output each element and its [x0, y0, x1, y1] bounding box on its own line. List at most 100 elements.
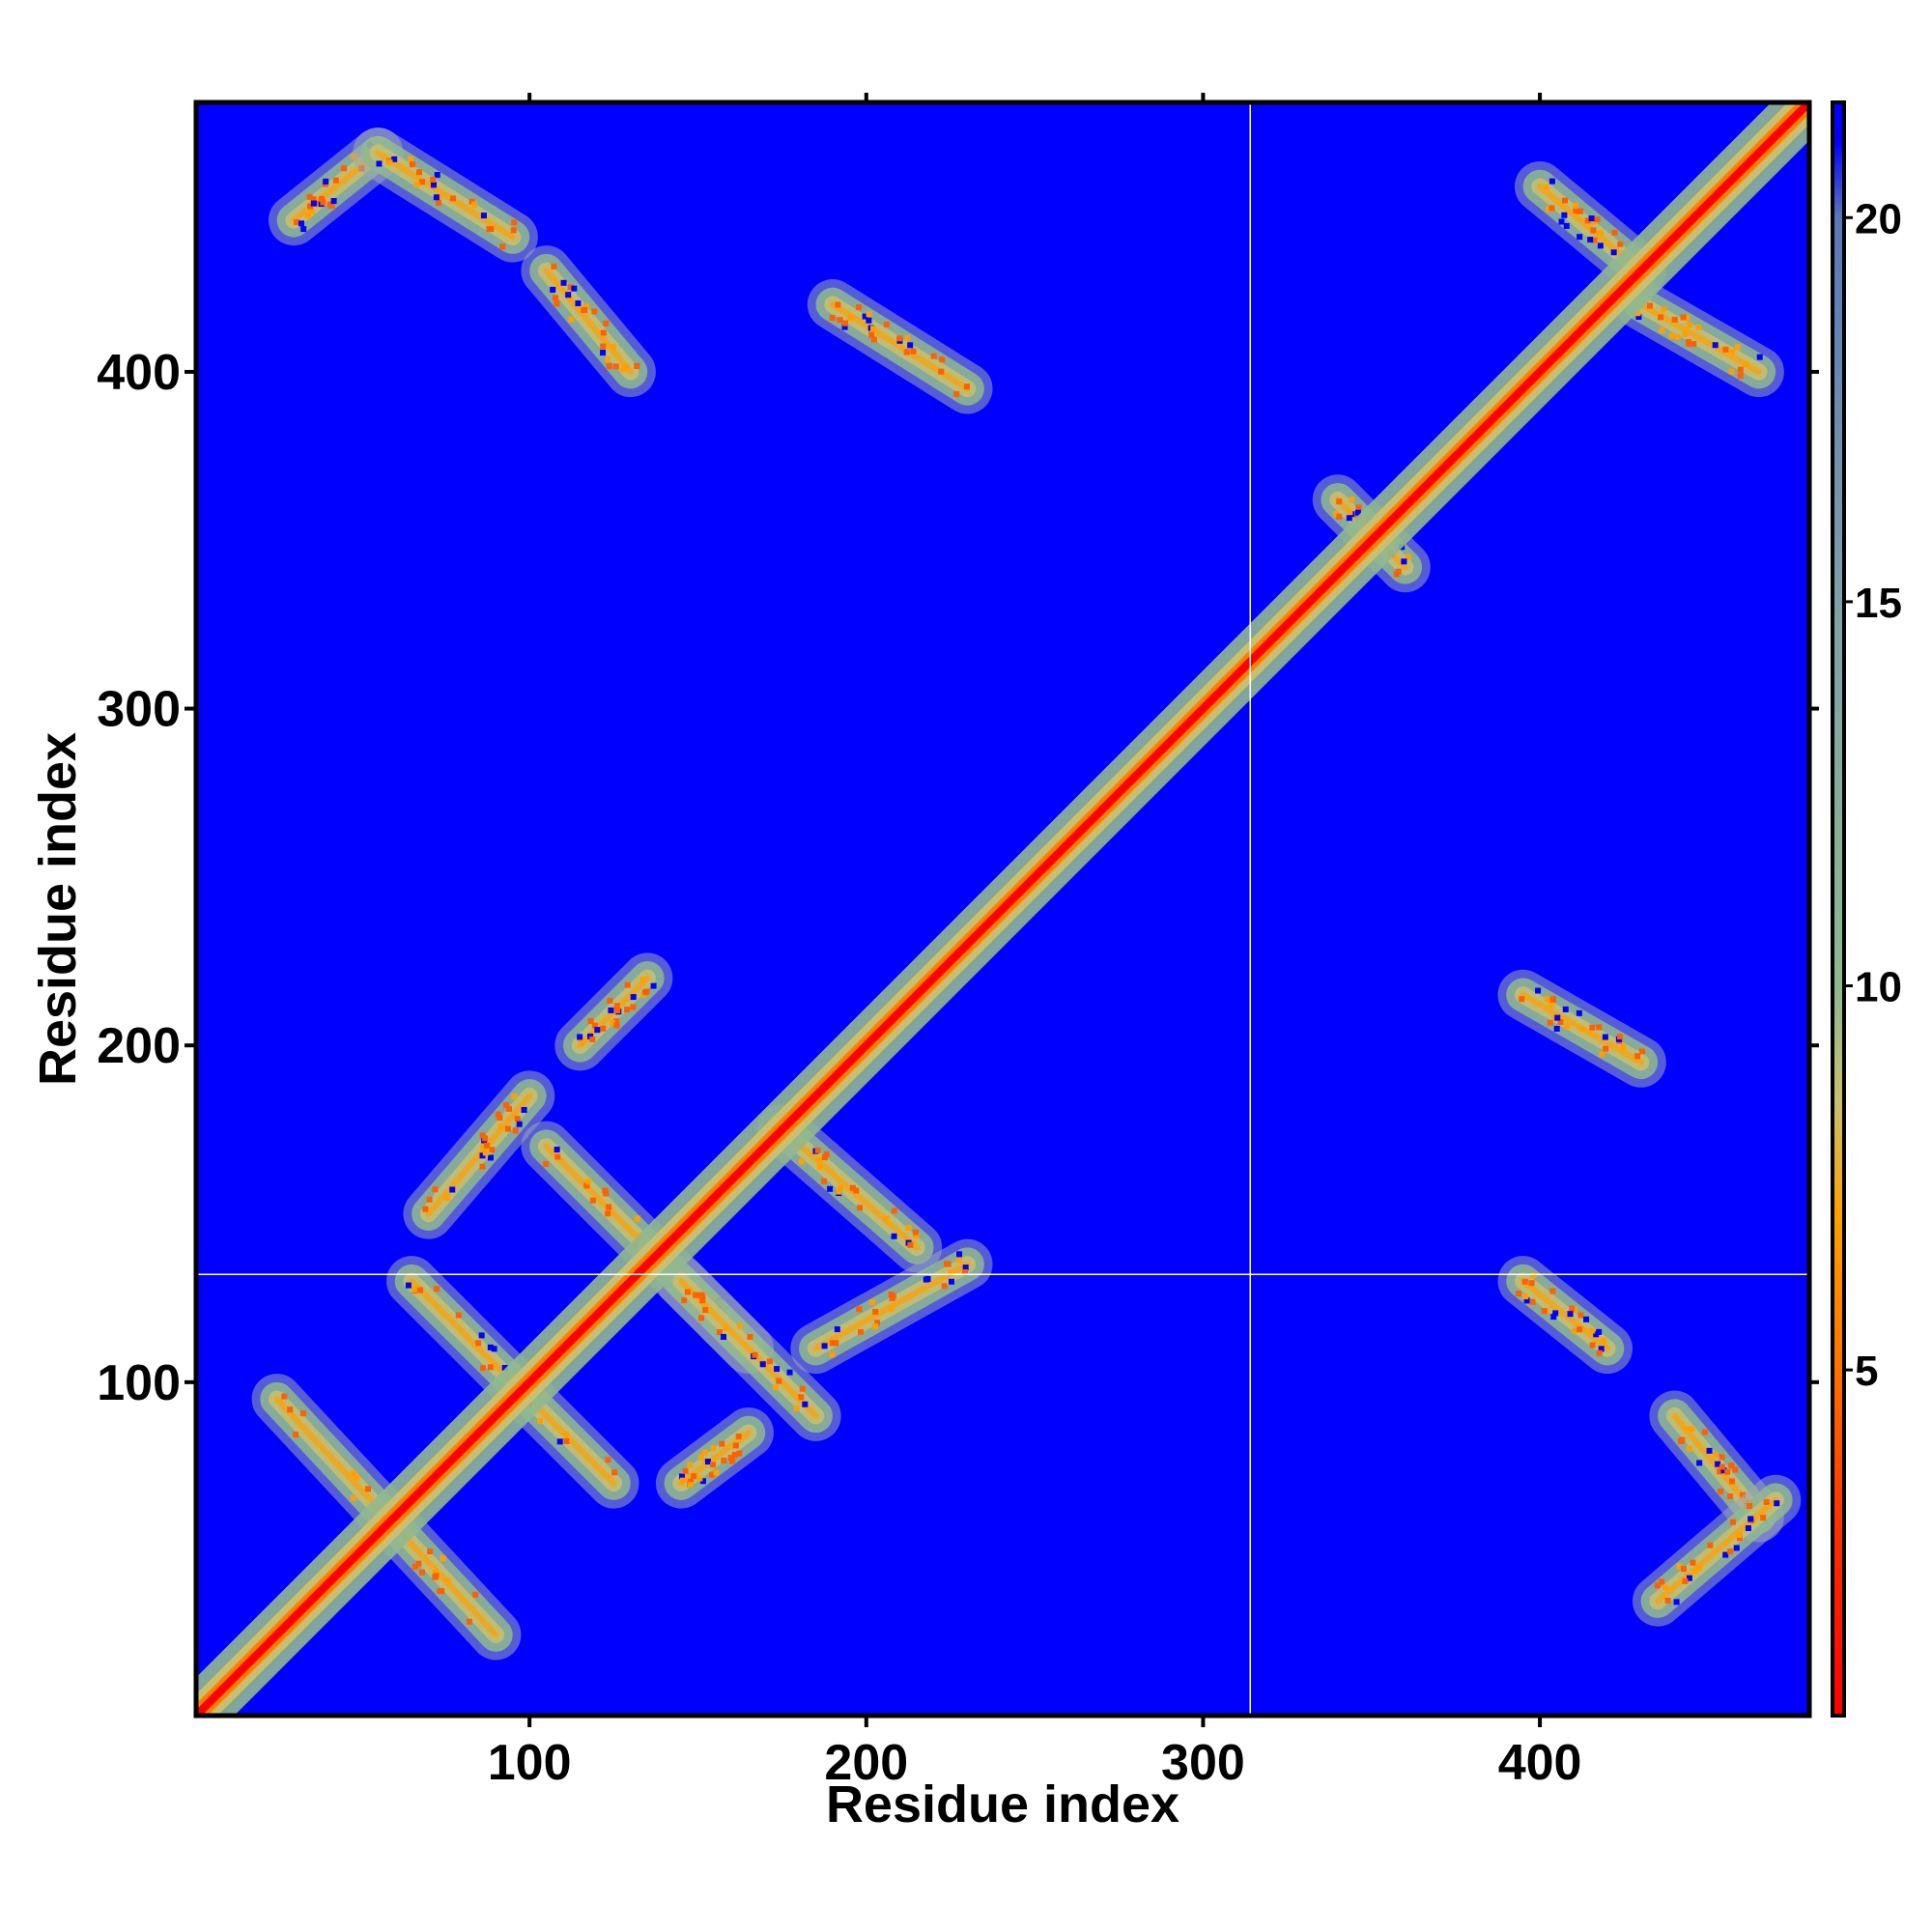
contact-speckle — [584, 1179, 591, 1185]
contact-speckle — [1591, 237, 1598, 243]
contact-speckle — [687, 1462, 694, 1468]
contact-speckle — [1554, 1014, 1561, 1021]
contact-speckle — [1729, 1478, 1736, 1485]
contact-speckle — [1577, 234, 1583, 241]
contact-speckle — [679, 1477, 686, 1484]
contact-speckle — [838, 1184, 844, 1191]
contact-speckle — [434, 172, 440, 179]
contact-speckle — [543, 1160, 550, 1167]
contact-speckle — [449, 195, 456, 202]
contact-speckle — [1659, 1578, 1665, 1585]
contact-speckle — [1522, 1293, 1529, 1300]
contact-diagonal — [196, 102, 1809, 1716]
contact-speckle — [432, 1186, 439, 1193]
x-tick-label: 200 — [824, 1735, 908, 1791]
contact-band — [756, 1104, 943, 1273]
contact-speckle — [1563, 222, 1570, 229]
colorbar-bar — [1831, 100, 1846, 1718]
contact-speckle — [890, 1293, 896, 1299]
contact-speckle — [856, 1306, 863, 1313]
contact-speckle — [1336, 513, 1343, 520]
contact-speckle — [412, 1563, 418, 1570]
contact-speckle — [583, 302, 590, 309]
contact-speckle — [868, 1299, 875, 1306]
contact-speckle — [1728, 368, 1735, 375]
contact-speckle — [907, 1241, 914, 1248]
contact-speckle — [613, 1003, 620, 1009]
contact-speckle — [1747, 1516, 1754, 1522]
contact-speckle — [702, 1307, 709, 1314]
contact-speckle — [591, 1022, 598, 1029]
contact-speckle — [1747, 1503, 1753, 1510]
colorbar-tick-label: 20 — [1855, 195, 1902, 242]
contact-speckle — [841, 324, 848, 330]
contact-speckle — [354, 1474, 360, 1481]
contact-speckle — [418, 1569, 425, 1576]
contact-speckle — [427, 1548, 434, 1555]
contact-speckle — [1730, 1519, 1737, 1525]
contact-speckle — [1728, 1463, 1735, 1469]
contact-speckle — [829, 315, 836, 322]
contact-speckle — [444, 1577, 451, 1584]
contact-speckle — [834, 1326, 840, 1333]
contact-speckle — [568, 316, 575, 323]
contact-speckle — [562, 1431, 569, 1437]
contact-speckle — [1662, 1584, 1669, 1591]
contact-speckle — [1550, 1314, 1557, 1321]
contact-speckle — [1690, 341, 1697, 348]
contact-speckle — [1405, 554, 1411, 560]
contact-speckle — [870, 336, 877, 343]
contact-speckle — [1561, 212, 1568, 218]
contact-speckle — [434, 1286, 440, 1293]
contact-speckle — [320, 199, 327, 206]
contact-band — [807, 279, 993, 414]
contact-speckle — [896, 335, 903, 342]
contact-speckle — [639, 977, 646, 983]
contact-speckle — [600, 343, 607, 350]
crosshair — [196, 102, 1809, 1716]
contact-speckle — [1573, 208, 1579, 214]
contact-speckle — [514, 1116, 521, 1122]
contact-speckle — [1712, 1452, 1719, 1459]
contact-speckle — [308, 208, 315, 214]
contact-speckle — [430, 182, 437, 188]
contact-speckle — [605, 355, 611, 362]
contact-speckle — [862, 313, 868, 320]
contact-speckle — [386, 159, 393, 166]
contact-speckle — [650, 982, 657, 989]
contact-speckle — [1589, 1342, 1596, 1349]
contact-speckle — [721, 1458, 727, 1464]
contact-speckle — [1541, 1308, 1548, 1315]
contact-speckle — [591, 308, 598, 315]
contact-speckle — [293, 1432, 299, 1438]
contact-speckle — [798, 1158, 805, 1165]
contact-speckle — [487, 1344, 494, 1350]
contact-speckle — [912, 1229, 919, 1236]
contact-speckle — [684, 1289, 691, 1295]
contact-speckle — [1676, 1563, 1683, 1570]
contact-speckle — [1686, 338, 1692, 345]
contact-speckle — [641, 989, 648, 996]
contact-speckle — [823, 1151, 830, 1157]
contact-speckle — [430, 176, 437, 183]
contact-speckle — [1590, 218, 1597, 225]
contact-band-stroke — [829, 301, 971, 392]
contact-speckle — [953, 390, 960, 397]
contact-speckle — [503, 1101, 510, 1108]
contact-speckle — [330, 198, 337, 205]
contact-speckle — [693, 1292, 699, 1298]
contact-speckle — [1671, 316, 1678, 323]
contact-speckle — [571, 285, 578, 292]
contact-speckle — [516, 1121, 523, 1127]
contact-speckle — [1736, 1531, 1743, 1538]
contact-speckle — [1737, 366, 1744, 373]
contact-speckle — [948, 1278, 954, 1285]
contact-speckle — [480, 1144, 487, 1151]
contact-speckle — [609, 1019, 615, 1026]
contact-speckle — [583, 1182, 590, 1189]
contact-speckle — [1617, 1033, 1624, 1039]
contact-speckle — [1734, 344, 1741, 351]
contact-speckle — [510, 227, 517, 234]
y-axis-title: Residue index — [29, 732, 87, 1086]
